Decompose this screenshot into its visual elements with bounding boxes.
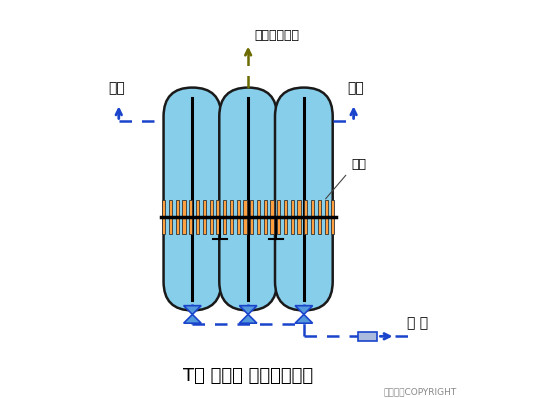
Bar bbox=[223, 200, 226, 234]
Polygon shape bbox=[184, 314, 201, 323]
Bar bbox=[196, 200, 199, 234]
Text: 东方仿真COPYRIGHT: 东方仿真COPYRIGHT bbox=[384, 387, 457, 396]
Polygon shape bbox=[239, 306, 257, 314]
Bar bbox=[270, 200, 273, 234]
Bar bbox=[358, 332, 378, 341]
Bar bbox=[311, 200, 314, 234]
Bar bbox=[182, 200, 186, 234]
Bar bbox=[209, 200, 213, 234]
Bar bbox=[318, 200, 321, 234]
Polygon shape bbox=[239, 314, 257, 323]
Polygon shape bbox=[184, 306, 201, 314]
Bar bbox=[203, 200, 206, 234]
FancyBboxPatch shape bbox=[275, 88, 333, 310]
Bar bbox=[230, 200, 233, 234]
Bar bbox=[189, 200, 192, 234]
Bar bbox=[298, 200, 301, 234]
Bar bbox=[264, 200, 267, 234]
Text: 转刷: 转刷 bbox=[352, 158, 367, 171]
Bar bbox=[162, 200, 165, 234]
Bar bbox=[176, 200, 179, 234]
Bar bbox=[291, 200, 294, 234]
Text: 出水: 出水 bbox=[109, 82, 125, 96]
Bar bbox=[257, 200, 260, 234]
FancyBboxPatch shape bbox=[219, 88, 277, 310]
Bar bbox=[216, 200, 219, 234]
Polygon shape bbox=[295, 314, 312, 323]
Bar bbox=[332, 200, 334, 234]
Bar bbox=[304, 200, 307, 234]
Bar bbox=[250, 200, 253, 234]
Text: 进 水: 进 水 bbox=[407, 316, 428, 330]
Bar bbox=[277, 200, 281, 234]
Bar bbox=[169, 200, 172, 234]
Text: 剩余污泥排放: 剩余污泥排放 bbox=[254, 29, 299, 42]
Bar bbox=[237, 200, 240, 234]
Bar bbox=[324, 200, 328, 234]
Polygon shape bbox=[295, 306, 312, 314]
Bar bbox=[243, 200, 247, 234]
Bar bbox=[284, 200, 287, 234]
Text: T型 氧化沟 系统工艺流程: T型 氧化沟 系统工艺流程 bbox=[183, 367, 313, 385]
Text: 出水: 出水 bbox=[347, 82, 364, 96]
FancyBboxPatch shape bbox=[163, 88, 221, 310]
